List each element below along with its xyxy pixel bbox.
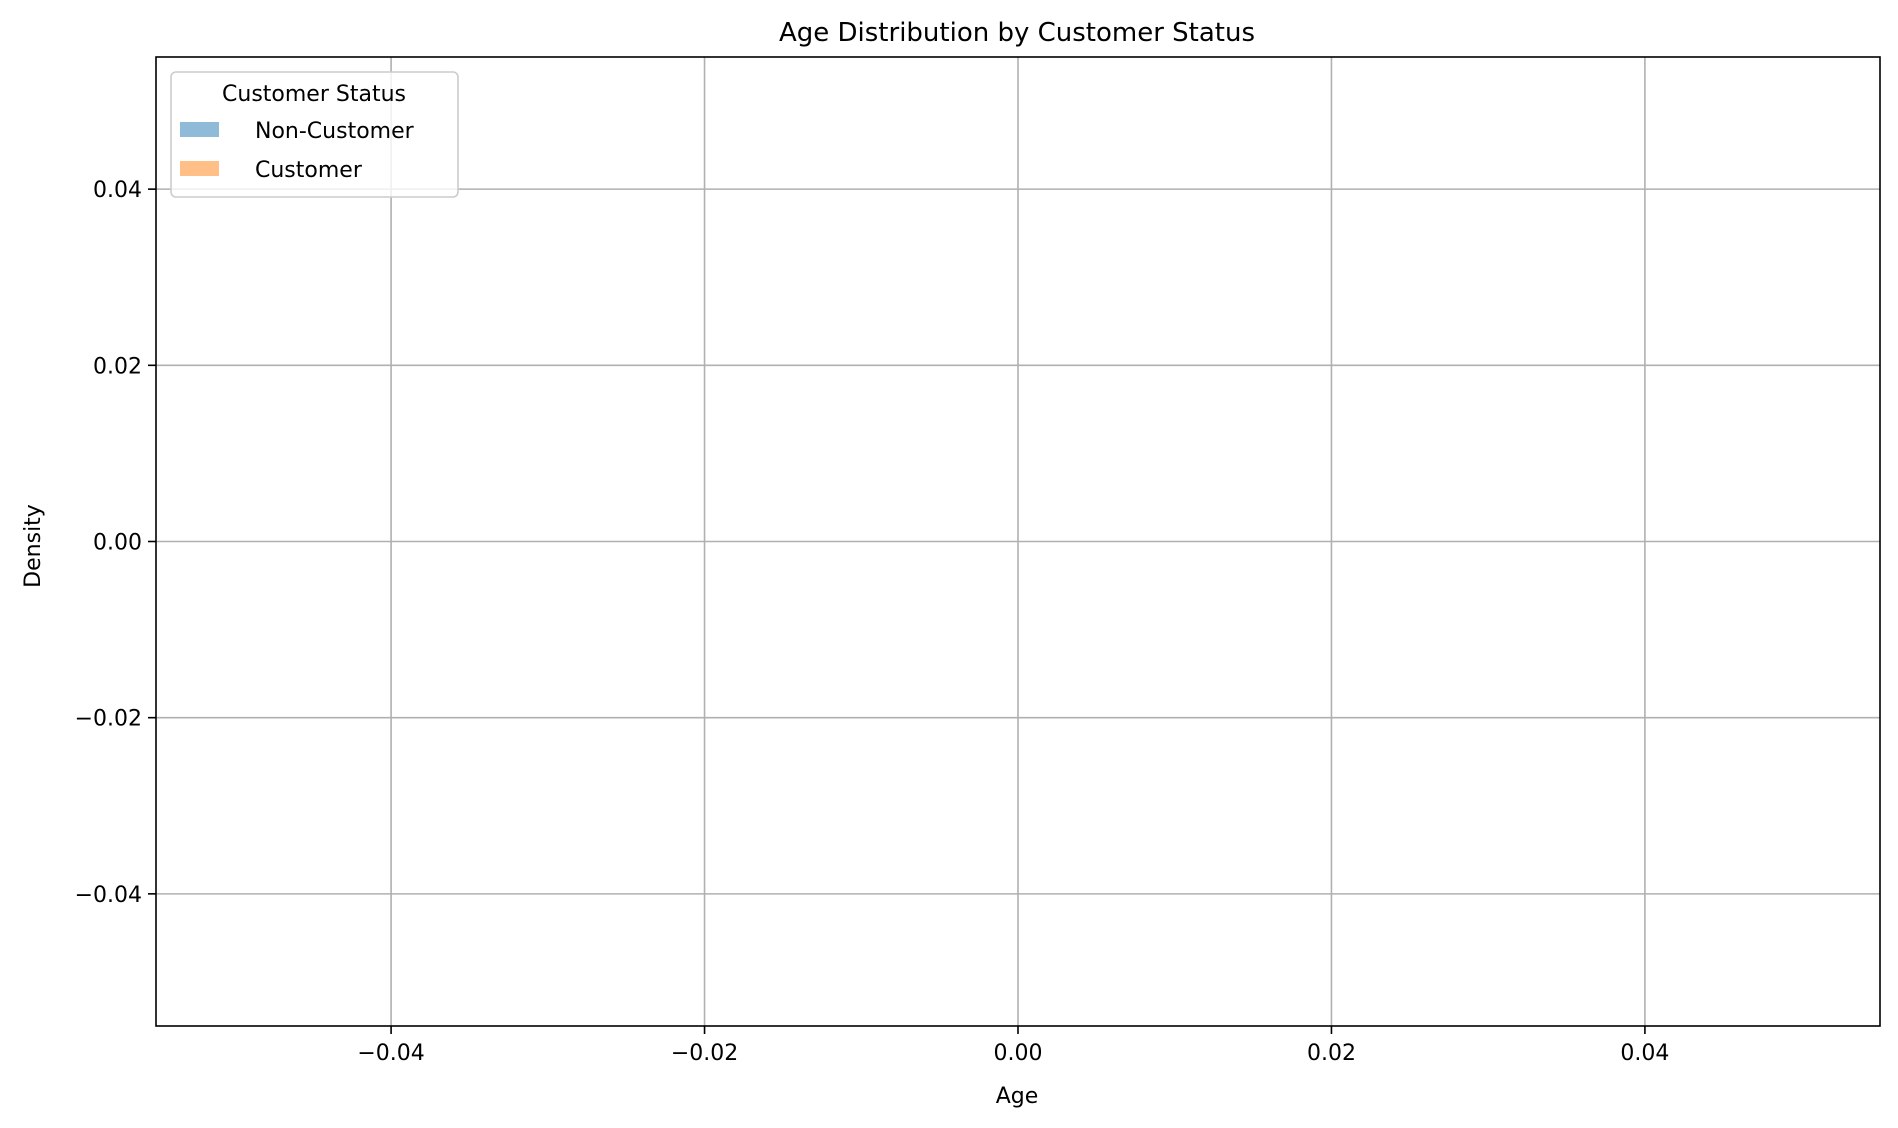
- y-tick-label: 0.02: [93, 354, 142, 379]
- grid: [156, 57, 1880, 1026]
- y-axis-label: Density: [21, 504, 46, 588]
- legend-title: Customer Status: [222, 82, 406, 107]
- chart-title: Age Distribution by Customer Status: [779, 18, 1255, 48]
- x-tick-label: −0.04: [357, 1041, 424, 1066]
- legend-swatch: [180, 161, 219, 176]
- y-tick-label: 0.04: [93, 178, 142, 203]
- legend-entries: Non-Customer Customer: [180, 119, 415, 183]
- legend-entry-label: Customer: [255, 158, 363, 183]
- x-tick-label: 0.04: [1620, 1041, 1669, 1066]
- x-tick-label: −0.02: [671, 1041, 738, 1066]
- y-tick-label: −0.02: [75, 707, 142, 732]
- x-axis-label: Age: [996, 1084, 1039, 1109]
- y-tick-label: −0.04: [75, 883, 142, 908]
- legend-box: [170, 71, 459, 198]
- axis-ticks: −0.04 −0.02 0.00 0.02 0.04 −0.04 −0.02 0.00 0.02…: [75, 178, 1670, 1066]
- y-tick-label: 0.00: [93, 531, 142, 556]
- legend-swatch: [180, 122, 219, 137]
- x-tick-label: 0.02: [1307, 1041, 1356, 1066]
- legend-entry-label: Non-Customer: [255, 119, 415, 144]
- x-tick-label: 0.00: [994, 1041, 1043, 1066]
- legend: Customer Status Non-Customer Customer: [170, 71, 459, 198]
- plot-frame: [155, 56, 1881, 1027]
